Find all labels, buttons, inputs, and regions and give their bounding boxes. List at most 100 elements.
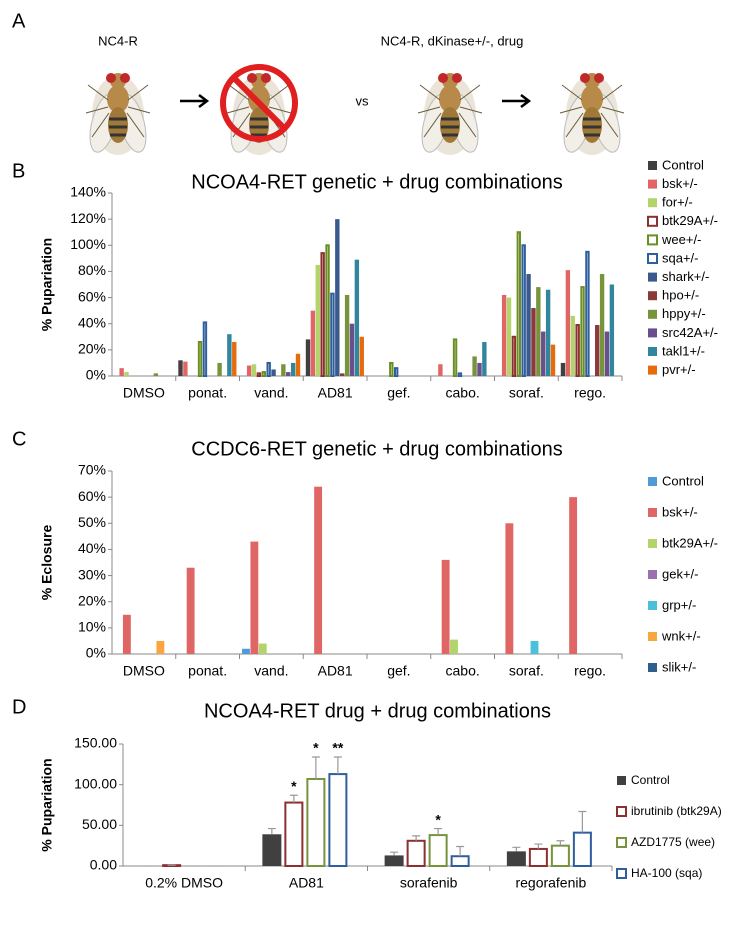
bar [124,372,129,376]
panel-label: A [12,10,26,32]
fly-image [557,71,627,157]
error-bar [456,845,465,857]
legend-label: hpo+/- [662,288,699,303]
caption: NC4-R, dKinase+/-, drug [381,33,524,48]
x-tick-label: ponat. [188,385,227,401]
bar [531,308,536,376]
bar [227,334,232,376]
x-tick-label: cabo. [446,385,480,401]
bar [516,231,521,377]
legend-swatch [616,806,627,817]
bar [501,294,507,376]
legend-label: AZD1775 (wee) [631,835,715,849]
bar [256,372,262,377]
y-tick-label: 40% [78,540,106,556]
bar [122,614,131,654]
legend-swatch [648,161,657,170]
bar [406,839,426,868]
y-axis-title: % Eclosure [39,525,55,601]
significance-marker: * [313,740,319,756]
bar [472,356,477,376]
bar [599,274,605,376]
y-tick-label: 140% [70,184,106,200]
bar [246,365,252,376]
legend-swatch [648,477,657,486]
bar [550,344,556,376]
x-tick-label: vand. [254,663,288,679]
bar [153,373,159,376]
bar [183,361,188,376]
x-tick-label: gef. [387,663,410,679]
bar [511,335,517,377]
legend-label: Control [662,473,704,488]
bar [521,244,526,377]
legend-label: Control [631,773,670,787]
legend-label: Control [662,157,704,172]
bar [197,341,203,377]
y-tick-label: 0.00 [90,857,117,873]
x-tick-label: AD81 [318,385,353,401]
legend-label: bsk+/- [662,176,698,191]
bar [325,244,330,377]
bar [428,834,448,867]
error-bar [512,846,521,852]
legend-label: btk29A+/- [662,213,718,228]
bar [258,643,267,654]
legend-swatch [617,776,626,785]
y-tick-label: 60% [78,288,106,304]
bar [384,855,404,866]
legend-label: gek+/- [662,566,699,581]
bar [604,331,610,376]
caption: NC4-R [98,33,138,48]
bar [482,342,487,376]
bar [290,362,296,376]
bar [315,264,320,376]
bar [119,368,124,376]
legend-label: grp+/- [662,597,696,612]
legend-label: src42A+/- [662,325,718,340]
bar [450,639,458,654]
bar [569,497,578,654]
y-tick-label: 60% [78,488,106,504]
bar [217,362,222,376]
y-tick-label: 40% [78,314,106,330]
bar [314,486,323,654]
bar [506,297,512,376]
legend-swatch [648,291,657,301]
bar [284,801,304,867]
y-axis-title: % Pupariation [39,758,55,851]
bar [286,372,291,376]
y-tick-label: 120% [70,210,106,226]
bar [295,353,301,376]
legend-label: slik+/- [662,659,696,674]
legend-swatch [647,234,658,246]
x-tick-label: gef. [387,385,410,401]
bar [536,287,541,376]
bar [550,844,570,868]
legend-label: pvr+/- [662,362,696,377]
legend-swatch [648,539,657,548]
bar [310,310,316,376]
legend-swatch [647,215,658,227]
bar [354,259,360,376]
bar [320,252,325,377]
y-tick-label: 20% [78,592,106,608]
x-tick-label: AD81 [289,875,324,891]
legend-swatch [648,198,657,208]
y-tick-label: 20% [78,341,106,357]
y-tick-label: 100% [70,236,106,252]
x-tick-label: ponat. [188,663,227,679]
bar [389,361,394,377]
y-tick-label: 100.00 [74,775,117,791]
x-tick-label: 0.2% DMSO [145,875,223,891]
bar [306,777,326,867]
bar [281,364,286,376]
legend-swatch [648,601,657,610]
panel-label: C [12,428,26,450]
no-sign [231,75,287,131]
x-tick-label: vand. [254,385,288,401]
y-tick-label: 30% [78,566,106,582]
bar [232,342,237,376]
x-tick-label: rego. [574,663,606,679]
bar [349,323,355,376]
